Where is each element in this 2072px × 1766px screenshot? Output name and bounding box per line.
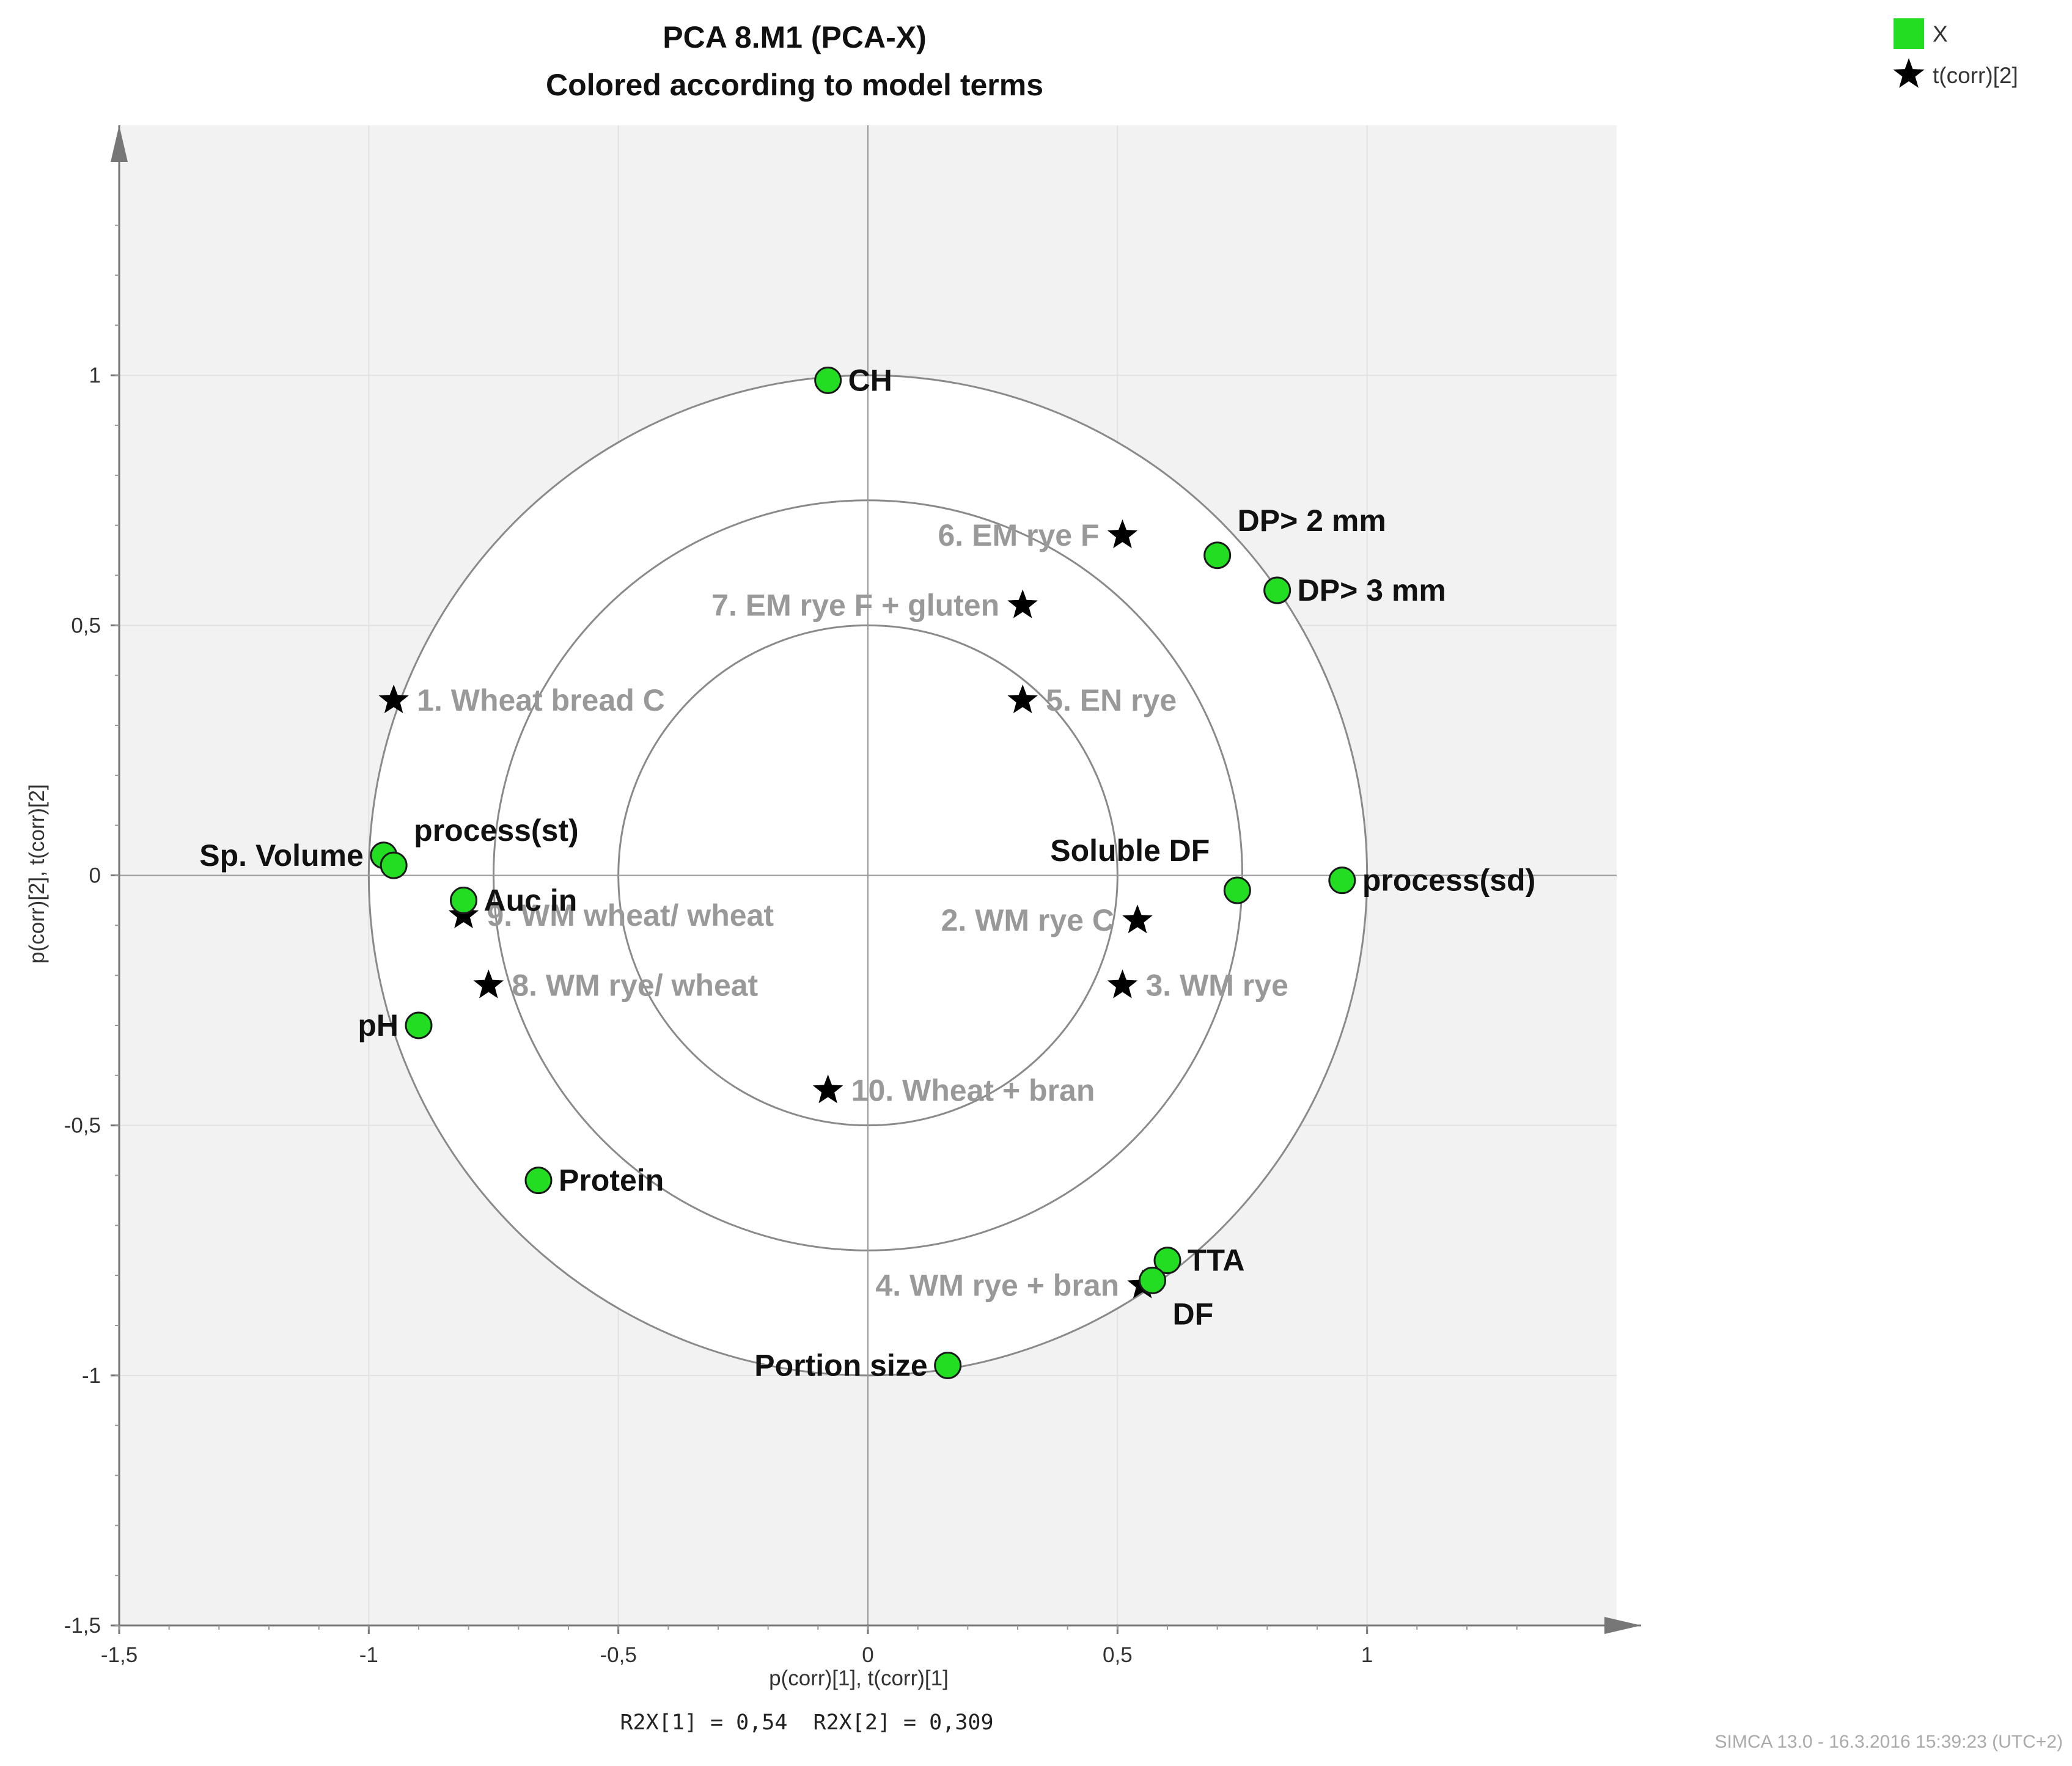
variable-point (450, 886, 477, 914)
point-label: process(sd) (1362, 863, 1535, 898)
observation-star-point (378, 684, 409, 714)
observation-star-point (1007, 684, 1038, 714)
x-tick-label: -0,5 (600, 1643, 637, 1667)
observation-star-point (1107, 969, 1138, 998)
y-tick-label: -1 (82, 1364, 101, 1388)
point-label: 7. EM rye F + gluten (711, 588, 999, 623)
observation-star-point (1007, 589, 1038, 618)
point-label: 8. WM rye/ wheat (512, 969, 758, 1003)
r2x-summary: R2X[1] = 0,54 R2X[2] = 0,309 (620, 1710, 993, 1735)
point-label: 6. EM rye F (938, 518, 1100, 552)
variable-point (934, 1351, 962, 1379)
y-tick-label: 0,5 (71, 614, 101, 637)
point-label: TTA (1188, 1244, 1244, 1278)
x-tick-label: 1 (1361, 1643, 1373, 1667)
legend-x-swatch (1894, 18, 1924, 49)
point-label: process(st) (414, 813, 579, 848)
x-axis-arrow (1604, 1617, 1641, 1634)
variable-point (1223, 876, 1251, 904)
variable-point (1139, 1266, 1166, 1294)
point-label: 10. Wheat + bran (851, 1073, 1095, 1107)
legend: X t(corr)[2] (1893, 18, 2018, 88)
x-tick-label: -1,5 (101, 1643, 138, 1667)
point-label: Protein (559, 1163, 664, 1198)
variable-point (814, 366, 842, 394)
chart-subtitle: Colored according to model terms (546, 68, 1043, 102)
point-label: Auc in (484, 883, 578, 917)
point-label: 5. EN rye (1046, 683, 1177, 717)
point-label: Portion size (754, 1348, 927, 1382)
point-label: 4. WM rye + bran (875, 1269, 1119, 1303)
y-tick-label: -1,5 (64, 1614, 101, 1638)
observation-star-point (473, 969, 504, 998)
variable-point (405, 1011, 433, 1039)
point-label: 9. WM wheat/ wheat (487, 898, 774, 932)
point-label: DP> 2 mm (1238, 504, 1386, 538)
x-tick-label: -1 (359, 1643, 378, 1667)
legend-x-label: X (1933, 21, 1948, 46)
y-tick-label: 0 (89, 864, 101, 888)
observation-star-point (1122, 904, 1153, 934)
point-label: Soluble DF (1050, 834, 1210, 868)
legend-star-icon (1893, 58, 1925, 88)
observation-star-point (812, 1074, 843, 1104)
point-label: 3. WM rye (1146, 969, 1288, 1003)
variable-point (380, 851, 408, 879)
point-label: pH (358, 1008, 399, 1042)
x-tick-label: 0,5 (1103, 1643, 1133, 1667)
point-label: DF (1173, 1297, 1214, 1331)
point-label: CH (848, 363, 892, 397)
x-axis-label: p(corr)[1], t(corr)[1] (769, 1666, 949, 1690)
point-label: Sp. Volume (199, 838, 364, 873)
legend-tcorr-label: t(corr)[2] (1933, 63, 2018, 88)
y-tick-label: -0,5 (64, 1114, 101, 1138)
variable-point (524, 1167, 553, 1195)
variable-point (1263, 576, 1291, 604)
y-axis-label: p(corr)[2], t(corr)[2] (25, 784, 49, 964)
variable-point (1328, 867, 1356, 895)
observation-star-point (1107, 519, 1138, 549)
x-tick-label: 0 (862, 1643, 873, 1667)
point-label: DP> 3 mm (1298, 573, 1446, 607)
point-label: 2. WM rye C (941, 903, 1114, 937)
y-axis-arrow (111, 125, 128, 162)
variable-point (1153, 1247, 1181, 1275)
y-tick-label: 1 (89, 364, 101, 387)
software-footer: SIMCA 13.0 - 16.3.2016 15:39:23 (UTC+2) (1715, 1732, 2063, 1752)
chart-title: PCA 8.M1 (PCA-X) (663, 20, 927, 54)
variable-point (1203, 541, 1232, 570)
point-label: 1. Wheat bread C (417, 683, 665, 717)
